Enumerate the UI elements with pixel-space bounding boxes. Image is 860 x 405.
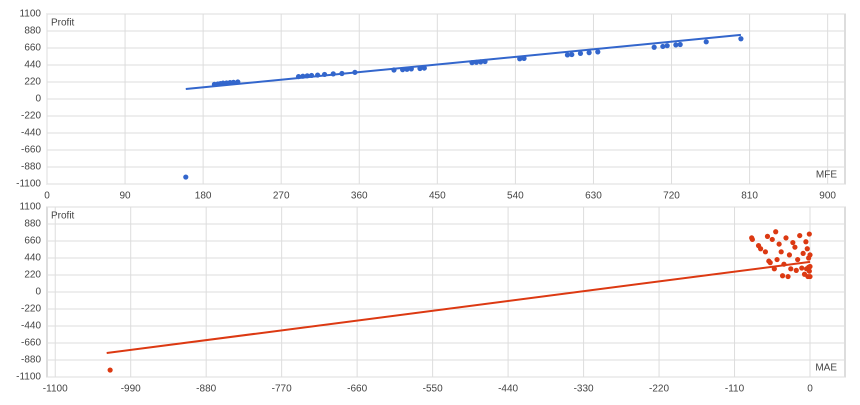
point	[788, 266, 794, 272]
point	[673, 42, 679, 48]
point	[803, 239, 809, 245]
point	[792, 244, 798, 250]
point	[764, 233, 771, 239]
y-tick-label: 440	[24, 60, 41, 71]
point	[795, 256, 801, 263]
y-tick-label: -660	[21, 338, 41, 349]
x-tick-label: -440	[498, 384, 518, 395]
trendline	[185, 33, 742, 91]
y-tick-label: -220	[21, 304, 41, 315]
y-tick-label: -1100	[16, 179, 41, 190]
y-tick-label: -1100	[16, 372, 41, 383]
point	[778, 249, 784, 255]
x-axis-label: MAE	[815, 363, 837, 374]
point	[107, 367, 113, 373]
x-tick-label: 630	[585, 191, 602, 202]
y-axis-label: Profit	[51, 211, 75, 222]
point	[797, 232, 803, 239]
y-tick-label: 220	[24, 270, 41, 281]
y-tick-label: -440	[21, 321, 41, 332]
x-tick-label: 180	[195, 191, 212, 202]
point	[773, 229, 779, 235]
y-tick-label: -660	[21, 145, 41, 156]
point	[564, 52, 571, 58]
x-tick-label: -990	[121, 384, 141, 395]
point	[769, 236, 775, 243]
point	[767, 260, 773, 266]
point	[807, 273, 813, 280]
point	[774, 256, 780, 263]
y-tick-label: 0	[35, 287, 41, 298]
point	[806, 231, 812, 237]
x-tick-label: 270	[273, 191, 290, 202]
point	[790, 239, 796, 246]
y-tick-label: -880	[21, 355, 41, 366]
point	[586, 50, 592, 56]
y-tick-label: -220	[21, 111, 41, 122]
y-tick-label: 880	[24, 219, 41, 230]
point	[577, 50, 584, 57]
y-tick-label: 220	[24, 77, 41, 88]
x-tick-label: 0	[807, 384, 813, 395]
point	[664, 43, 670, 49]
point	[776, 241, 782, 247]
point	[800, 250, 806, 256]
point	[807, 252, 813, 258]
point	[703, 39, 709, 45]
y-tick-label: 0	[35, 94, 41, 105]
point	[785, 273, 791, 280]
point	[749, 236, 755, 243]
point	[595, 49, 601, 55]
x-axis-label: MFE	[816, 170, 837, 181]
x-tick-label: 90	[120, 191, 132, 202]
y-tick-label: -440	[21, 128, 41, 139]
y-axis-label: Profit	[51, 18, 75, 29]
x-tick-label: -330	[574, 384, 594, 395]
point	[806, 268, 812, 274]
y-tick-label: 440	[24, 253, 41, 264]
x-tick-label: 810	[741, 191, 758, 202]
x-tick-label: -110	[725, 384, 745, 395]
y-tick-label: 880	[24, 26, 41, 37]
point	[807, 263, 813, 270]
x-tick-label: 540	[507, 191, 524, 202]
point	[758, 246, 764, 252]
y-tick-label: 660	[24, 43, 41, 54]
point	[799, 265, 805, 271]
point	[793, 267, 799, 273]
x-tick-label: 360	[351, 191, 368, 202]
x-tick-label: -1100	[43, 384, 68, 395]
x-tick-label: -880	[196, 384, 216, 395]
point	[783, 235, 789, 241]
point	[651, 44, 657, 50]
x-tick-label: -770	[272, 384, 292, 395]
y-tick-label: -880	[21, 162, 41, 173]
point	[786, 252, 793, 258]
point	[762, 249, 769, 255]
point	[183, 174, 189, 180]
point	[660, 43, 666, 50]
x-tick-label: -660	[347, 384, 367, 395]
x-tick-label: 900	[819, 191, 836, 202]
y-tick-label: 1100	[19, 202, 41, 213]
x-tick-label: -220	[649, 384, 669, 395]
x-tick-label: -550	[423, 384, 443, 395]
point	[804, 246, 810, 252]
trendline	[106, 260, 811, 355]
point	[677, 41, 683, 48]
y-tick-label: 660	[24, 236, 41, 247]
x-tick-label: 720	[663, 191, 680, 202]
point	[569, 51, 575, 58]
point	[738, 36, 744, 42]
x-tick-label: 0	[44, 191, 50, 202]
point	[779, 273, 786, 279]
x-tick-label: 450	[429, 191, 446, 202]
y-tick-label: 1100	[19, 9, 41, 20]
